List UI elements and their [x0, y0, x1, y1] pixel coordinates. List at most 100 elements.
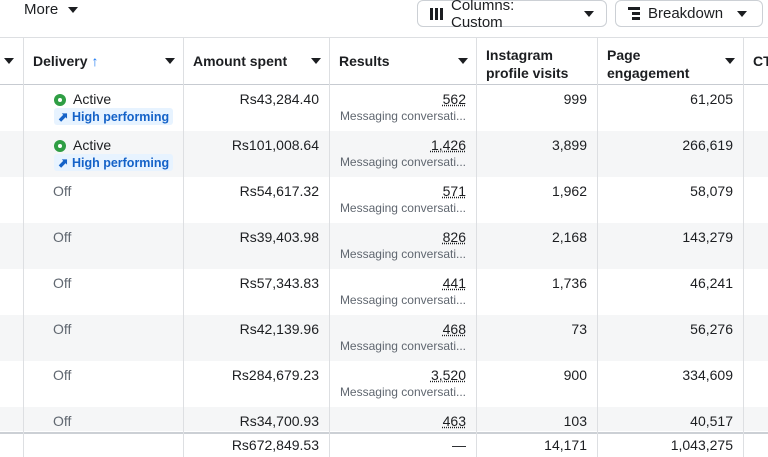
status-active-icon [54, 94, 66, 106]
page-engagement-cell: 266,619 [682, 137, 733, 153]
table-row[interactable]: Off Rs42,139.96 468 Messaging conversati...… [0, 315, 768, 361]
header-engagement-label: Page engagement [607, 47, 690, 81]
header-name-column[interactable] [0, 38, 23, 85]
results-cell[interactable]: 463 [329, 407, 476, 453]
table-row[interactable]: Off Rs57,343.83 441 Messaging conversati...… [0, 269, 768, 315]
total-amount-spent: Rs672,849.53 [231, 437, 319, 453]
results-cell[interactable]: 826 Messaging conversati... [329, 223, 476, 269]
high-performing-badge: ⬈ High performing [54, 154, 174, 171]
table-row[interactable]: Off Rs54,617.32 571 Messaging conversati...… [0, 177, 768, 223]
ads-table: Delivery ↑ Amount spent Results Instagram… [0, 37, 768, 457]
page-engagement-cell: 143,279 [682, 229, 733, 245]
breakdown-label: Breakdown [648, 5, 724, 22]
trend-icon: ⬈ [58, 110, 72, 124]
more-label: More [24, 1, 59, 18]
columns-button[interactable]: Columns: Custom [417, 0, 607, 31]
totals-row: Rs672,849.53 — 14,171 1,043,275 [0, 432, 768, 457]
table-row[interactable]: Off Rs39,403.98 826 Messaging conversati...… [0, 223, 768, 269]
delivery-status: Off [53, 229, 72, 245]
page-engagement-cell: 56,276 [690, 321, 733, 337]
results-value[interactable]: 826 [442, 229, 466, 245]
delivery-status: Off [53, 183, 72, 199]
instagram-visits-cell: 900 [563, 367, 587, 383]
delivery-column: Off [23, 315, 183, 361]
total-instagram: 14,171 [544, 437, 587, 453]
header-instagram-label: Instagram profile visits [486, 47, 569, 81]
breakdown-icon [628, 7, 640, 20]
results-type: Messaging conversati... [339, 155, 466, 169]
trend-icon: ⬈ [58, 156, 72, 170]
column-divider [23, 37, 24, 457]
page-engagement-cell: 46,241 [690, 275, 733, 291]
amount-spent-cell: Rs284,679.23 [231, 367, 319, 383]
header-amount-spent[interactable]: Amount spent [183, 38, 329, 85]
results-value[interactable]: 571 [442, 183, 466, 199]
page-engagement-cell: 61,205 [690, 91, 733, 107]
breakdown-button[interactable]: Breakdown [615, 0, 763, 27]
results-cell[interactable]: 1,426 Messaging conversati... [329, 131, 476, 177]
results-value[interactable]: 441 [442, 275, 466, 291]
results-type: Messaging conversati... [339, 385, 466, 399]
delivery-status: Off [53, 413, 72, 429]
delivery-status: Off [53, 275, 72, 291]
columns-icon [430, 7, 443, 20]
delivery-column: Off [23, 361, 183, 407]
status-active-icon [54, 140, 66, 152]
amount-spent-cell: Rs57,343.83 [239, 275, 319, 291]
header-results-label: Results [339, 53, 390, 69]
results-cell[interactable]: 441 Messaging conversati... [329, 269, 476, 315]
delivery-column: Active ⬈ High performing [23, 85, 183, 131]
chevron-down-icon [68, 6, 79, 13]
results-type: Messaging conversati... [339, 109, 466, 123]
results-cell[interactable]: 3,520 Messaging conversati... [329, 361, 476, 407]
results-value[interactable]: 463 [442, 413, 466, 429]
delivery-cell: Active ⬈ High performing [23, 85, 183, 131]
delivery-cell: Active ⬈ High performing [23, 131, 183, 177]
delivery-column: Off [23, 177, 183, 223]
instagram-visits-cell: 3,899 [551, 137, 587, 153]
total-engagement: 1,043,275 [670, 437, 733, 453]
delivery-status: Active [73, 137, 112, 153]
chevron-down-icon [737, 10, 748, 17]
header-delivery[interactable]: Delivery ↑ [23, 38, 183, 85]
results-value[interactable]: 3,520 [430, 367, 466, 383]
amount-spent-cell: Rs43,284.40 [239, 91, 319, 107]
results-type: Messaging conversati... [339, 339, 466, 353]
amount-spent-cell: Rs34,700.93 [239, 413, 319, 429]
chevron-down-icon [458, 58, 468, 64]
results-type: Messaging conversati... [339, 247, 466, 261]
delivery-status: Off [53, 367, 72, 383]
header-delivery-label: Delivery [33, 53, 88, 69]
chevron-down-icon [165, 58, 175, 64]
header-ctr-label: CT [753, 53, 768, 69]
header-results[interactable]: Results [329, 38, 476, 85]
header-page-engagement[interactable]: Page engagement [597, 38, 743, 85]
badge-label: High performing [71, 156, 170, 170]
results-cell[interactable]: 468 Messaging conversati... [329, 315, 476, 361]
table-row[interactable]: Active ⬈ High performing Rs43,284.40 562 Mes… [0, 85, 768, 131]
results-cell[interactable]: 571 Messaging conversati... [329, 177, 476, 223]
header-ctr[interactable]: CT [743, 38, 768, 85]
chevron-down-icon [725, 58, 735, 64]
results-value[interactable]: 1,426 [430, 137, 466, 153]
delivery-status: Active [73, 91, 112, 107]
column-divider [743, 37, 744, 457]
table-row[interactable]: Off Rs34,700.93 463 103 40,517 [0, 407, 768, 431]
more-menu-button[interactable]: More [24, 1, 79, 18]
header-instagram[interactable]: Instagram profile visits [476, 38, 597, 85]
instagram-visits-cell: 1,736 [551, 275, 587, 291]
table-row[interactable]: Active ⬈ High performing Rs101,008.64 1,426… [0, 131, 768, 177]
column-divider [183, 37, 184, 457]
instagram-visits-cell: 999 [563, 91, 587, 107]
instagram-visits-cell: 103 [563, 413, 587, 429]
total-results: — [452, 437, 466, 453]
table-row[interactable]: Off Rs284,679.23 3,520 Messaging conversati… [0, 361, 768, 407]
page-engagement-cell: 334,609 [682, 367, 733, 383]
results-value[interactable]: 562 [442, 91, 466, 107]
amount-spent-cell: Rs39,403.98 [239, 229, 319, 245]
results-value[interactable]: 468 [442, 321, 466, 337]
delivery-column: Off [23, 407, 183, 453]
results-cell[interactable]: 562 Messaging conversati... [329, 85, 476, 131]
delivery-column: Off [23, 223, 183, 269]
high-performing-badge: ⬈ High performing [54, 108, 174, 125]
